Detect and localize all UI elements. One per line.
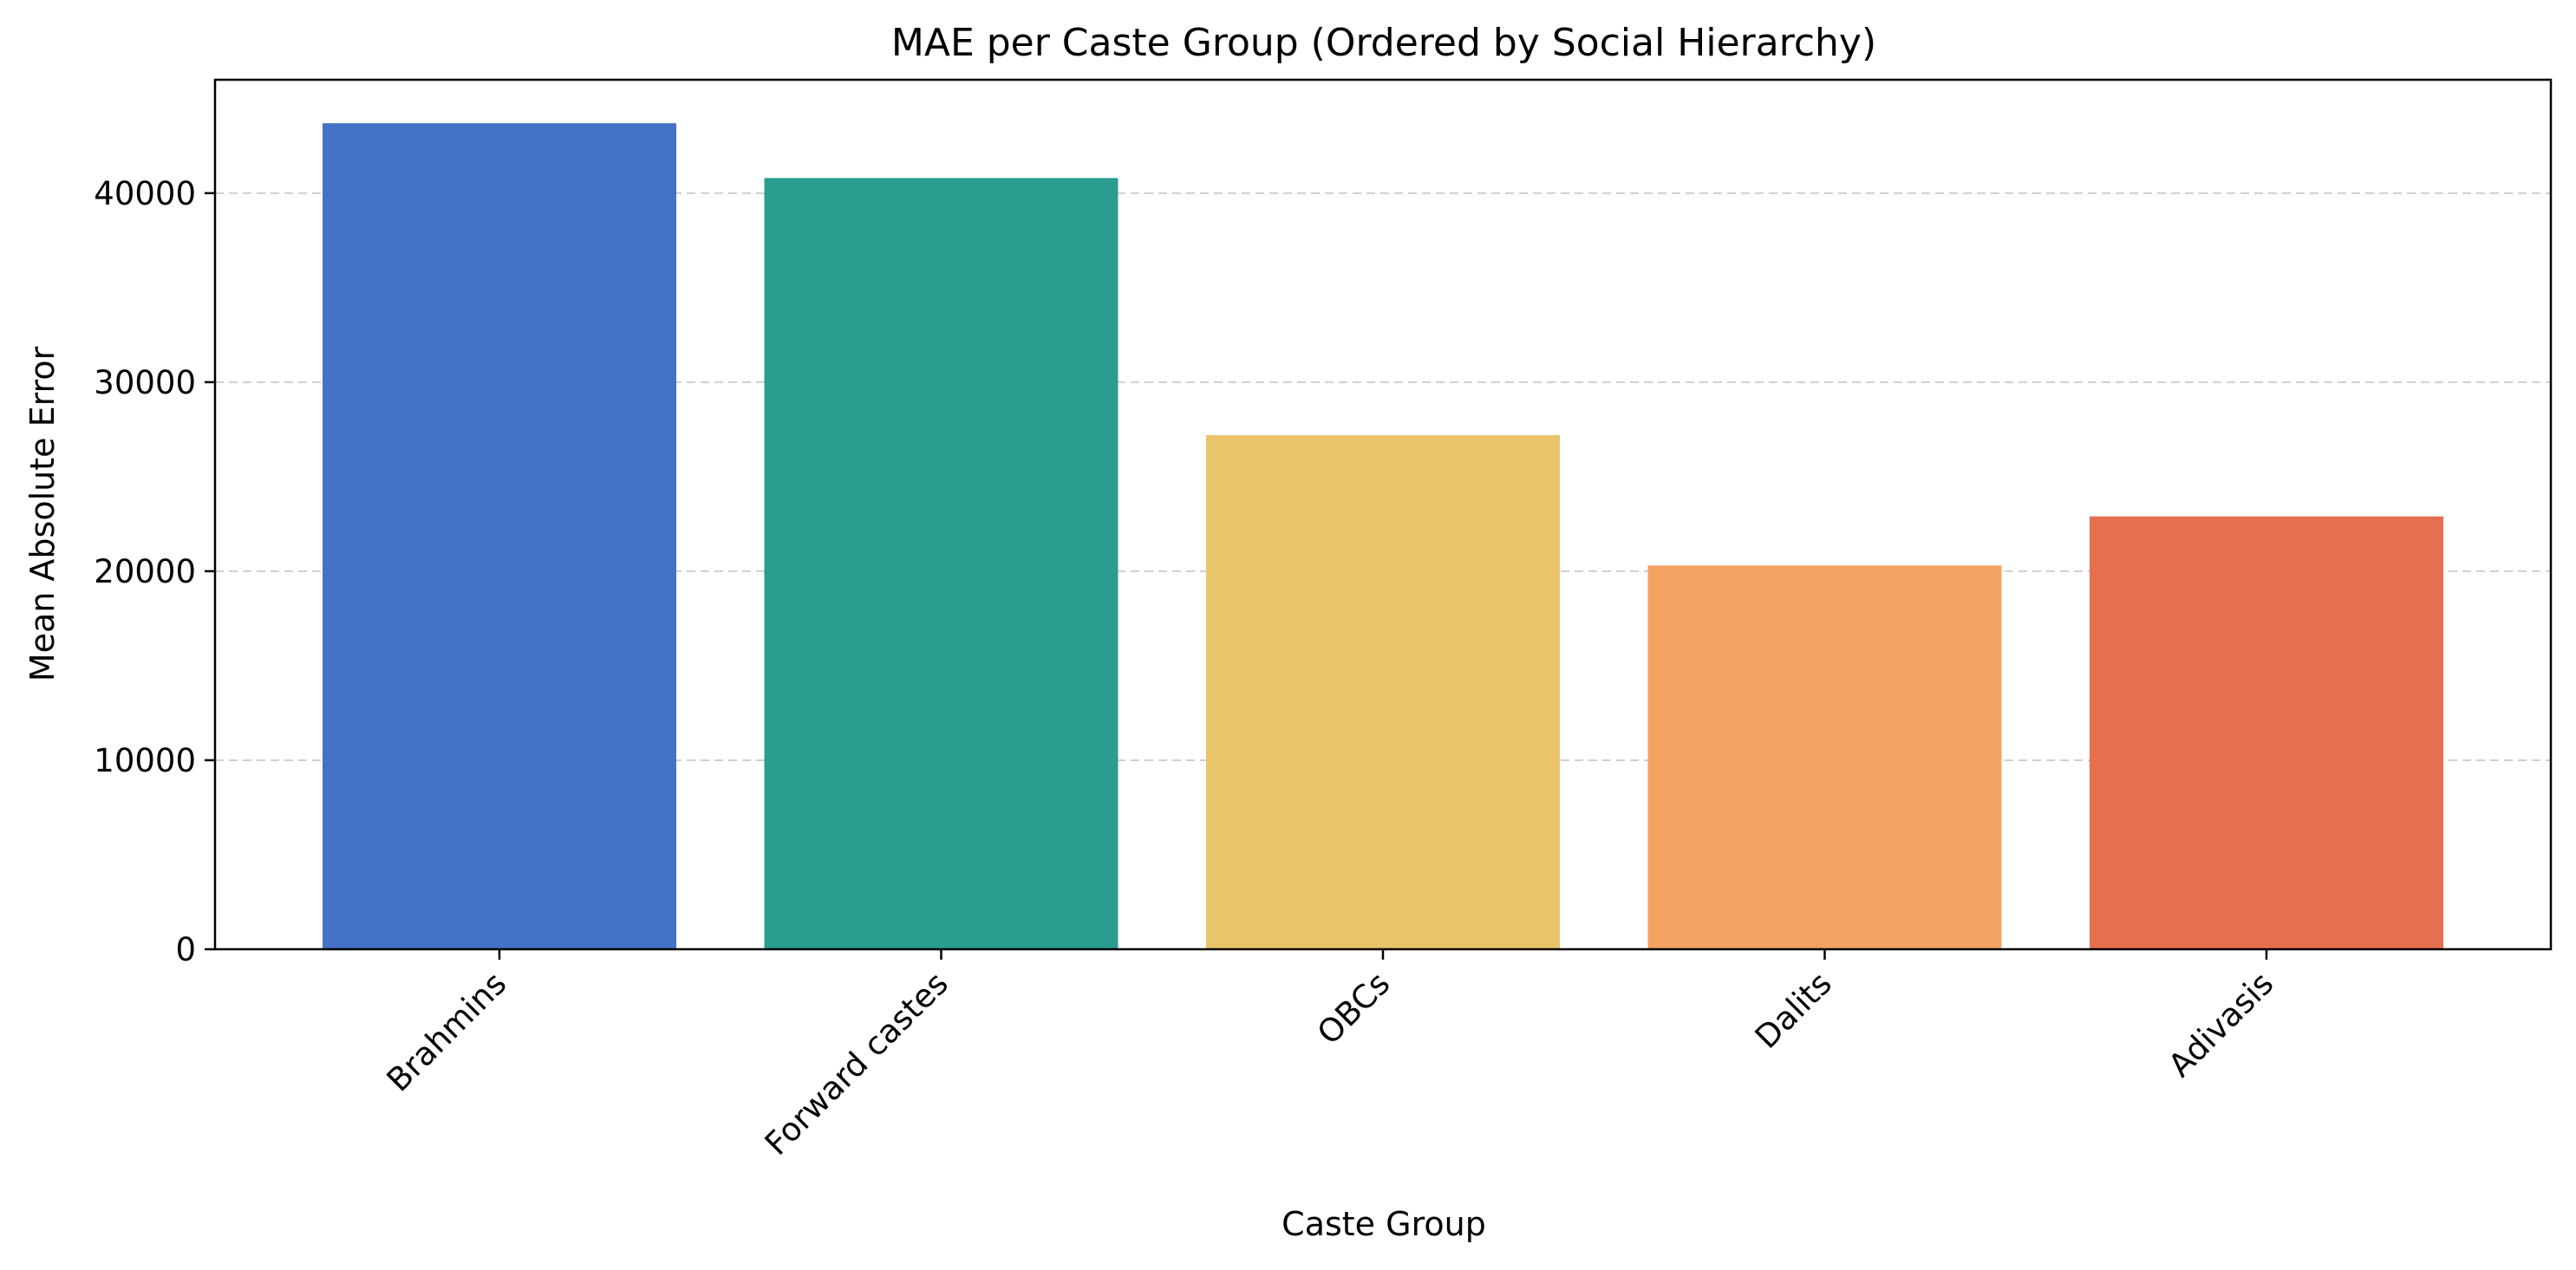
y-axis-ticks: 0 10000 20000 30000 40000 xyxy=(94,175,215,968)
x-tick-label: OBCs xyxy=(1310,965,1397,1052)
bar-forward-castes xyxy=(764,178,1118,949)
x-tick-label: Forward castes xyxy=(758,965,955,1163)
y-tick-label: 10000 xyxy=(94,742,196,779)
bars xyxy=(323,123,2443,949)
x-tick-label: Brahmins xyxy=(380,965,514,1099)
bar-brahmins xyxy=(323,123,676,949)
y-tick-label: 30000 xyxy=(94,364,196,401)
chart-title: MAE per Caste Group (Ordered by Social H… xyxy=(891,21,1876,65)
plot-frame xyxy=(213,78,2553,951)
x-tick-label: Adivasis xyxy=(2162,965,2281,1084)
x-axis-label: Caste Group xyxy=(1281,1205,1486,1243)
y-tick-label: 40000 xyxy=(94,175,196,212)
x-axis-ticks: Brahmins Forward castes OBCs Dalits Adivasis xyxy=(380,949,2281,1163)
bar-adivasis xyxy=(2090,516,2443,949)
x-tick-label: Dalits xyxy=(1748,965,1839,1056)
bar-obcs xyxy=(1206,434,1560,949)
y-axis-label: Mean Absolute Error xyxy=(23,346,62,681)
bar-dalits xyxy=(1647,565,2002,949)
y-tick-label: 20000 xyxy=(94,553,196,590)
y-tick-label: 0 xyxy=(175,931,196,968)
